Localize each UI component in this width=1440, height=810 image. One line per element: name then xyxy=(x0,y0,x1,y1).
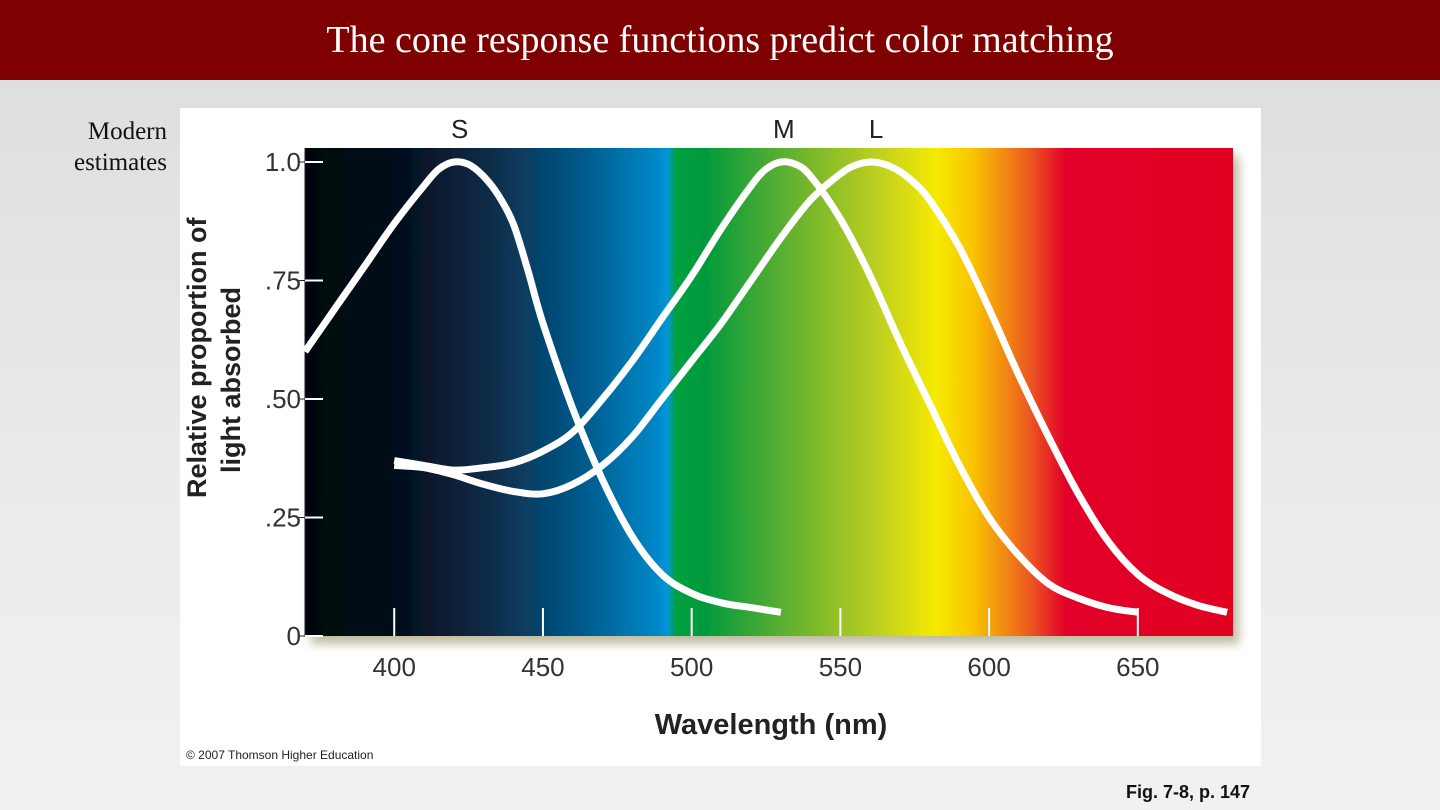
y-axis-label-line-1: Relative proportion of xyxy=(182,216,212,498)
y-tick-label-0: 0 xyxy=(287,621,301,651)
x-tick-label-650: 650 xyxy=(1116,652,1159,682)
x-axis-title: Wavelength (nm) xyxy=(655,709,888,741)
slide-title: The cone response functions predict colo… xyxy=(326,19,1114,61)
y-tick-label-3: .75 xyxy=(265,266,301,296)
cone-response-chart: 0 .25 .50 .75 1.0 400 450 500 550 600 650 S M L Rel… xyxy=(182,114,1233,762)
figure-reference: Fig. 7-8, p. 147 xyxy=(1125,782,1250,802)
y-tick-label-2: .50 xyxy=(265,384,301,414)
curve-S xyxy=(302,158,782,616)
curve-L xyxy=(393,158,1228,616)
cone-label-M: M xyxy=(773,114,795,144)
x-tick-label-500: 500 xyxy=(670,652,713,682)
x-tick-label-550: 550 xyxy=(819,652,862,682)
curves xyxy=(302,158,1228,616)
curve-M xyxy=(393,158,1139,616)
y-axis-label-line-2: light absorbed xyxy=(216,287,246,473)
copyright-note: © 2007 Thomson Higher Education xyxy=(186,748,373,762)
y-tick-label-1: .25 xyxy=(265,503,301,533)
x-tick-label-450: 450 xyxy=(521,652,564,682)
side-label: Modern estimates xyxy=(74,116,167,178)
x-tick-label-400: 400 xyxy=(373,652,416,682)
y-tick-label-4: 1.0 xyxy=(265,147,301,177)
x-tick-lines xyxy=(393,608,1139,636)
cone-label-S: S xyxy=(451,114,468,144)
x-tick-label-600: 600 xyxy=(967,652,1010,682)
figure-panel: 0 .25 .50 .75 1.0 400 450 500 550 600 650 S M L Rel… xyxy=(180,108,1261,766)
x-tick-labels: 400 450 500 550 600 650 xyxy=(373,652,1160,682)
side-label-line-2: estimates xyxy=(73,149,167,176)
spectrum-background xyxy=(305,148,1233,636)
cone-label-L: L xyxy=(869,114,883,144)
y-ticks: 0 .25 .50 .75 1.0 xyxy=(265,147,323,651)
title-bar: The cone response functions predict colo… xyxy=(0,0,1440,80)
side-label-line-1: Modern xyxy=(87,118,167,145)
